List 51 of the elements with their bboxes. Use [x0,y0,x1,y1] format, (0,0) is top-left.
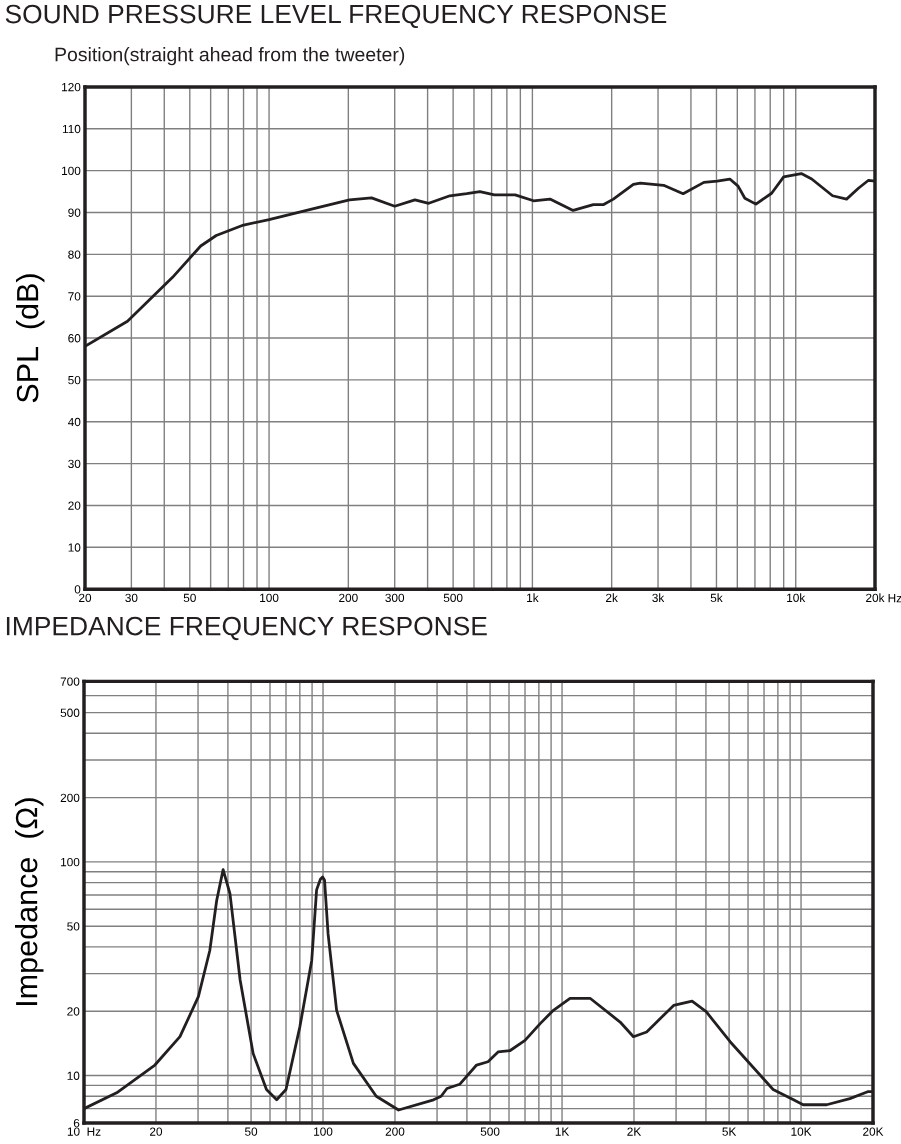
x-tick-label: 500 [480,1127,500,1136]
x-tick-label: 10 Hz [67,1127,101,1136]
x-tick-label: 20k [866,593,885,602]
x-tick-label: 200 [339,593,358,602]
x-tick-label: 2k [606,593,618,602]
x-tick-label: 2K [627,1127,642,1136]
y-tick-label: 80 [68,250,81,259]
y-tick-label: 120 [62,82,81,92]
y-tick-label: 700 [60,677,80,686]
y-tick-label: 200 [60,793,80,802]
x-tick-label: 30 [125,593,138,602]
x-tick-label: 1k [527,593,539,602]
y-tick-label: 50 [68,375,81,385]
chart-title: SOUND PRESSURE LEVEL FREQUENCY RESPONSE [5,4,667,29]
x-axis-title: Hz [888,594,901,603]
x-tick-label: 500 [443,593,463,602]
x-tick-label: 20K [863,1127,884,1136]
x-tick-label: 100 [314,1127,333,1136]
y-tick-label: 10 [67,1071,80,1080]
x-tick-label: 20 [79,593,92,602]
y-tick-label: 90 [68,208,81,217]
x-tick-label: 1K [555,1127,570,1136]
chart-subtitle: Position(straight ahead from the tweeter) [55,47,405,66]
y-tick-label: 30 [68,459,81,468]
y-axis-title: Impedance (Ω) [14,798,44,1005]
x-tick-label: 3k [652,593,665,602]
x-tick-label: 50 [244,1127,258,1136]
x-tick-label: 200 [385,1127,405,1136]
y-tick-label: 20 [68,501,81,510]
y-tick-label: 50 [67,922,80,931]
y-axis-title: SPL (dB) [15,274,45,403]
y-tick-label: 0 [74,585,81,594]
y-tick-label: 10 [68,543,81,552]
x-tick-label: 300 [385,593,405,602]
y-tick-label: 20 [67,1007,80,1016]
y-tick-label: 500 [60,708,80,717]
x-tick-label: 50 [183,593,196,602]
y-tick-label: 110 [62,124,81,134]
y-tick-label: 100 [62,166,81,176]
x-tick-label: 10k [787,593,806,602]
x-tick-label: 20 [149,1127,163,1136]
x-tick-label: 10K [791,1127,812,1136]
y-tick-label: 40 [67,417,81,427]
chart-title: IMPEDANCE FREQUENCY RESPONSE [6,616,487,641]
y-tick-label: 70 [68,292,81,301]
x-tick-label: 5k [710,593,723,602]
y-tick-label: 60 [68,334,81,343]
y-tick-label: 6 [73,1118,80,1128]
x-tick-label: 5K [722,1127,737,1136]
x-tick-label: 100 [260,593,279,602]
y-tick-label: 100 [61,857,80,867]
